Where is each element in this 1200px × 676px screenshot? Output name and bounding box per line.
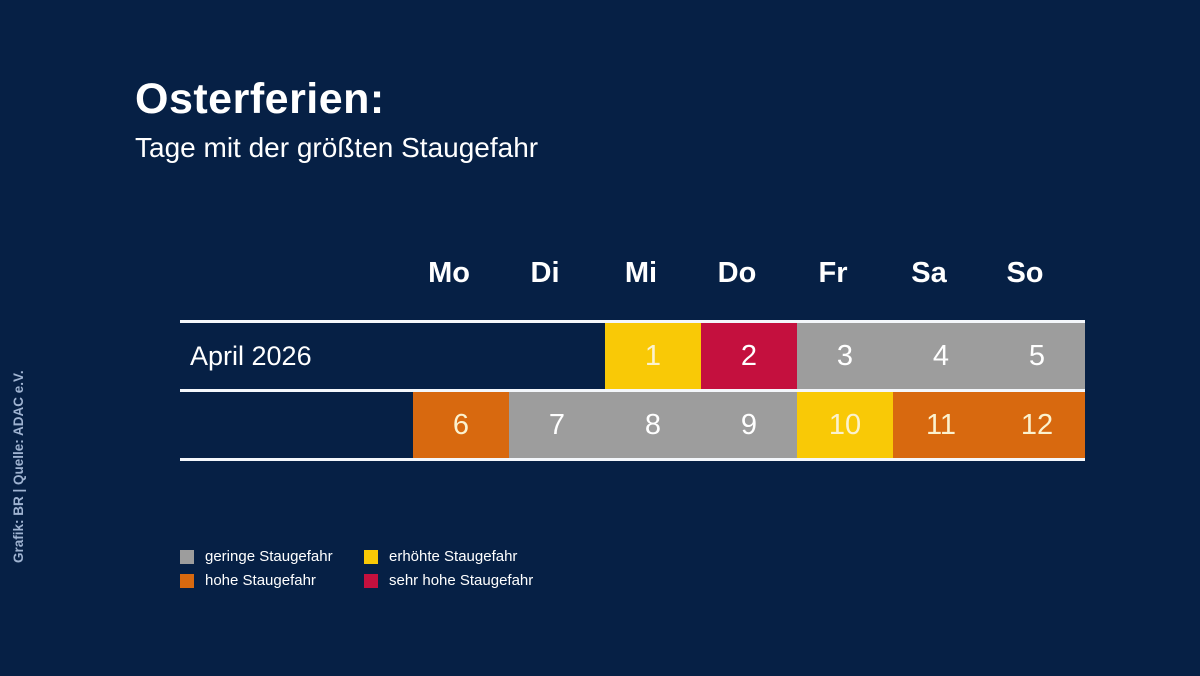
table-line-middle [180,389,1085,392]
row-label: April 2026 [190,340,312,371]
day-cell-empty [413,323,509,389]
legend-item: hohe Staugefahr [180,573,364,588]
day-cell-empty [509,323,605,389]
day-cell-6: 6 [413,392,509,458]
weekday-label: Do [717,257,757,289]
day-cell-4: 4 [893,323,989,389]
weekday-label: Di [530,257,560,289]
calendar-table: April 2026 1 2 3 4 5 6 7 8 9 10 11 12 [180,320,1085,461]
legend-label: erhöhte Staugefahr [389,548,518,565]
table-row: 6 7 8 9 10 11 12 [180,392,1085,458]
day-cell-11: 11 [893,392,989,458]
day-cell-3: 3 [797,323,893,389]
weekday-row: Mo Di Mi Do Fr Sa So [401,257,1073,290]
day-cell-12: 12 [989,392,1085,458]
legend-swatch-icon [180,549,194,564]
source-credit: Grafik: BR | Quelle: ADAC e.V. [11,370,26,563]
day-cell-2: 2 [701,323,797,389]
table-row: April 2026 1 2 3 4 5 [180,323,1085,389]
day-cell-5: 5 [989,323,1085,389]
legend: geringe Staugefahr erhöhte Staugefahr hohe… [180,549,533,588]
page-title: Osterferien: [135,75,385,123]
legend-item: geringe Staugefahr [180,549,364,564]
legend-swatch-icon [364,549,378,564]
legend-item: sehr hohe Staugefahr [364,573,533,588]
row-label [180,392,413,458]
day-cell-9: 9 [701,392,797,458]
legend-label: sehr hohe Staugefahr [389,572,534,589]
weekday-label: Sa [911,257,947,289]
weekday-label: Mi [624,257,658,289]
weekday-label: Fr [818,257,848,289]
page-subtitle: Tage mit der größten Staugefahr [135,132,539,164]
day-cell-10: 10 [797,392,893,458]
table-line-top [180,320,1085,323]
weekday-label: So [1006,257,1044,289]
legend-label: hohe Staugefahr [205,572,316,589]
header: Osterferien: Tage mit der größten Stauge… [135,75,539,164]
weekday-label: Mo [428,257,470,289]
legend-swatch-icon [180,573,194,588]
day-cell-1: 1 [605,323,701,389]
legend-label: geringe Staugefahr [205,548,333,565]
legend-swatch-icon [364,573,378,588]
day-cell-7: 7 [509,392,605,458]
day-cell-8: 8 [605,392,701,458]
table-line-bottom [180,458,1085,461]
legend-item: erhöhte Staugefahr [364,549,533,564]
